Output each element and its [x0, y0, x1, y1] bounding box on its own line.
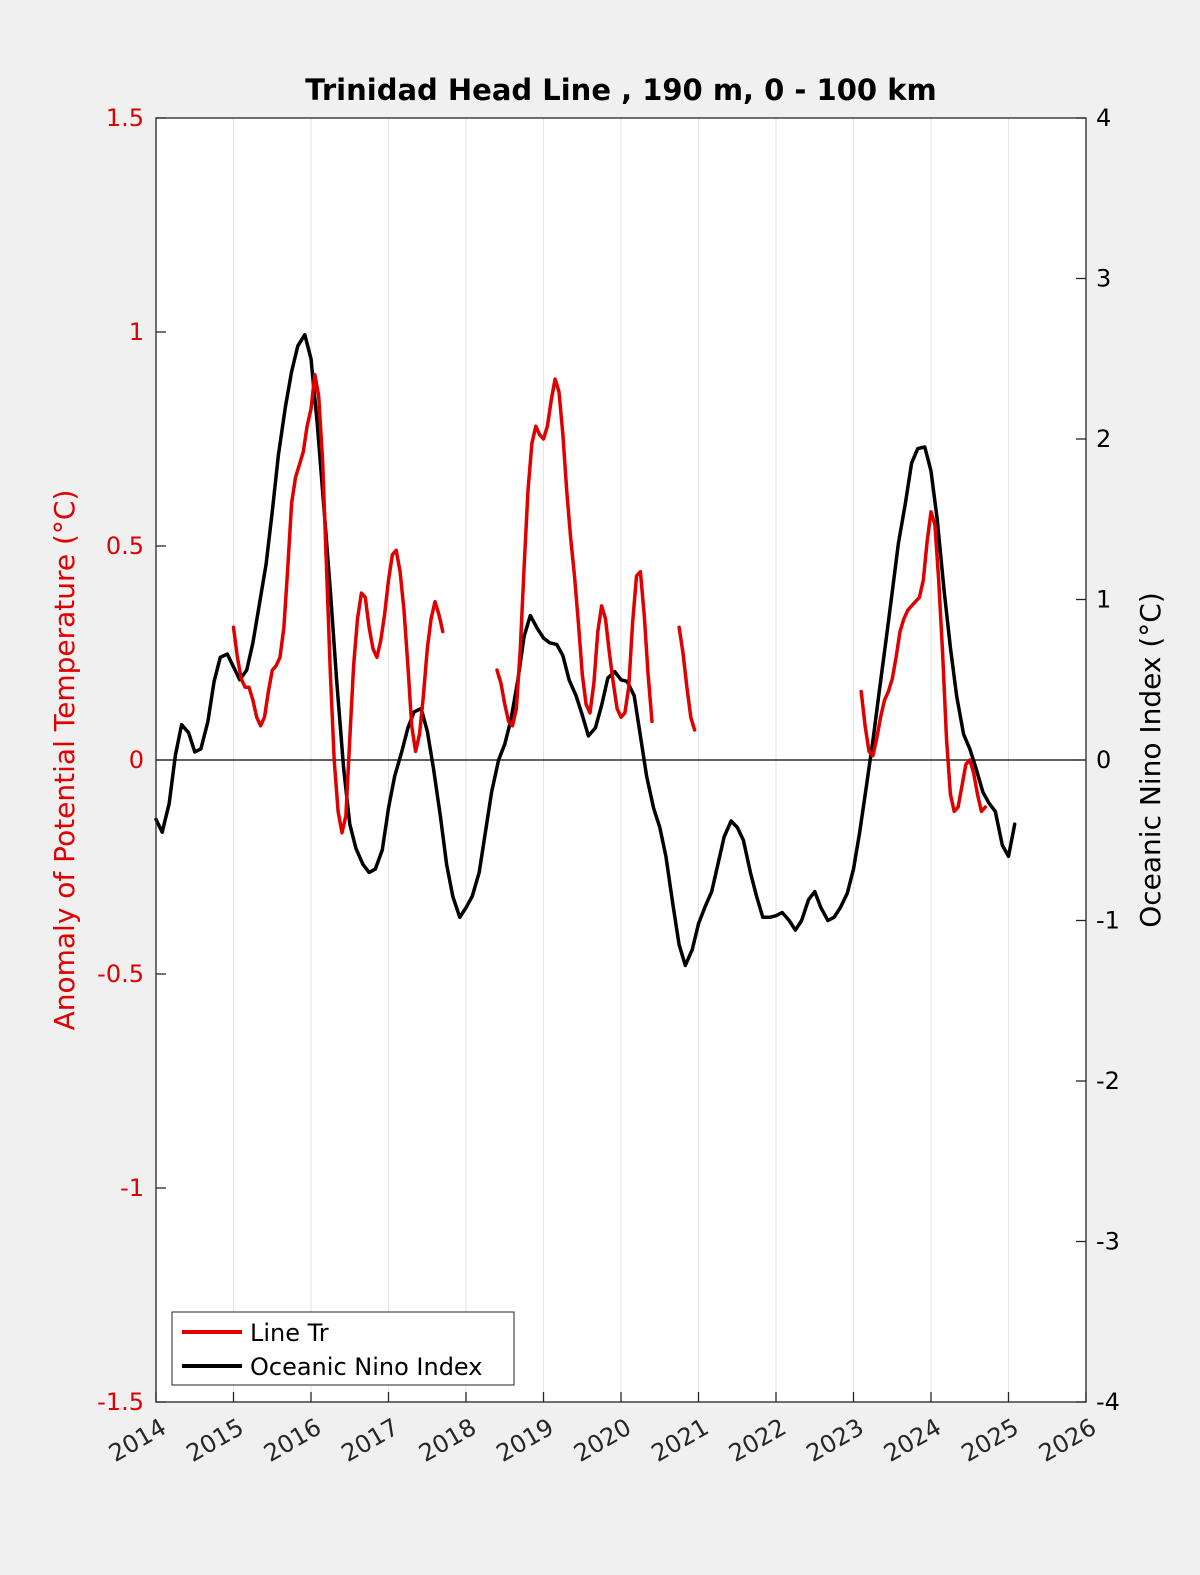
y-left-tick-label: 1.5	[106, 104, 144, 132]
y-right-tick-label: 4	[1096, 104, 1111, 132]
y-axis-right-label: Oceanic Nino Index (°C)	[1134, 592, 1167, 928]
x-tick-label: 2021	[647, 1413, 714, 1468]
y-right-tick-label: 0	[1096, 746, 1111, 774]
y-left-tick-label: 1	[129, 318, 144, 346]
x-tick-label: 2016	[259, 1413, 326, 1468]
y-left-tick-label: 0	[129, 746, 144, 774]
legend: Line Tr Oceanic Nino Index	[171, 1311, 515, 1386]
y-right-tick-label: -4	[1096, 1388, 1120, 1416]
legend-box	[171, 1311, 515, 1386]
y-right-tick-label: -3	[1096, 1228, 1120, 1256]
x-tick-label: 2015	[182, 1413, 249, 1468]
y-right-tick-label: 1	[1096, 586, 1111, 614]
series-layer	[154, 332, 1017, 968]
y-left-tick-label: -1	[120, 1174, 144, 1202]
series-oni-segment	[154, 332, 1017, 968]
x-tick-label: 2019	[492, 1413, 559, 1468]
x-tick-label: 2024	[879, 1413, 946, 1468]
x-tick-label: 2023	[802, 1413, 869, 1468]
series-line-tr-segment	[677, 625, 697, 732]
x-tick-label: 2014	[104, 1413, 171, 1468]
x-tick-label: 2025	[957, 1413, 1024, 1468]
x-tick-label: 2022	[724, 1413, 791, 1468]
x-tick-label: 2020	[569, 1413, 636, 1468]
y-left-tick-label: 0.5	[106, 532, 144, 560]
y-axis-left-label: Anomaly of Potential Temperature (°C)	[48, 490, 81, 1031]
chart-title: Trinidad Head Line , 190 m, 0 - 100 km	[305, 73, 936, 107]
series-line-tr-segment	[231, 373, 445, 835]
x-tick-label: 2018	[414, 1413, 481, 1468]
x-tick-label: 2017	[337, 1413, 404, 1468]
series-line-tr-segment	[495, 377, 654, 728]
y-right-tick-label: 2	[1096, 425, 1111, 453]
series-line-tr-segment	[859, 510, 988, 814]
legend-label-oni: Oceanic Nino Index	[250, 1353, 482, 1381]
y-right-tick-label: -1	[1096, 907, 1120, 935]
x-tick-label: 2026	[1034, 1413, 1101, 1468]
y-right-tick-label: -2	[1096, 1067, 1120, 1095]
y-right-tick-label: 3	[1096, 265, 1111, 293]
legend-label-line-tr: Line Tr	[250, 1319, 329, 1347]
y-left-tick-label: -0.5	[97, 960, 144, 988]
y-left-tick-label: -1.5	[97, 1388, 144, 1416]
